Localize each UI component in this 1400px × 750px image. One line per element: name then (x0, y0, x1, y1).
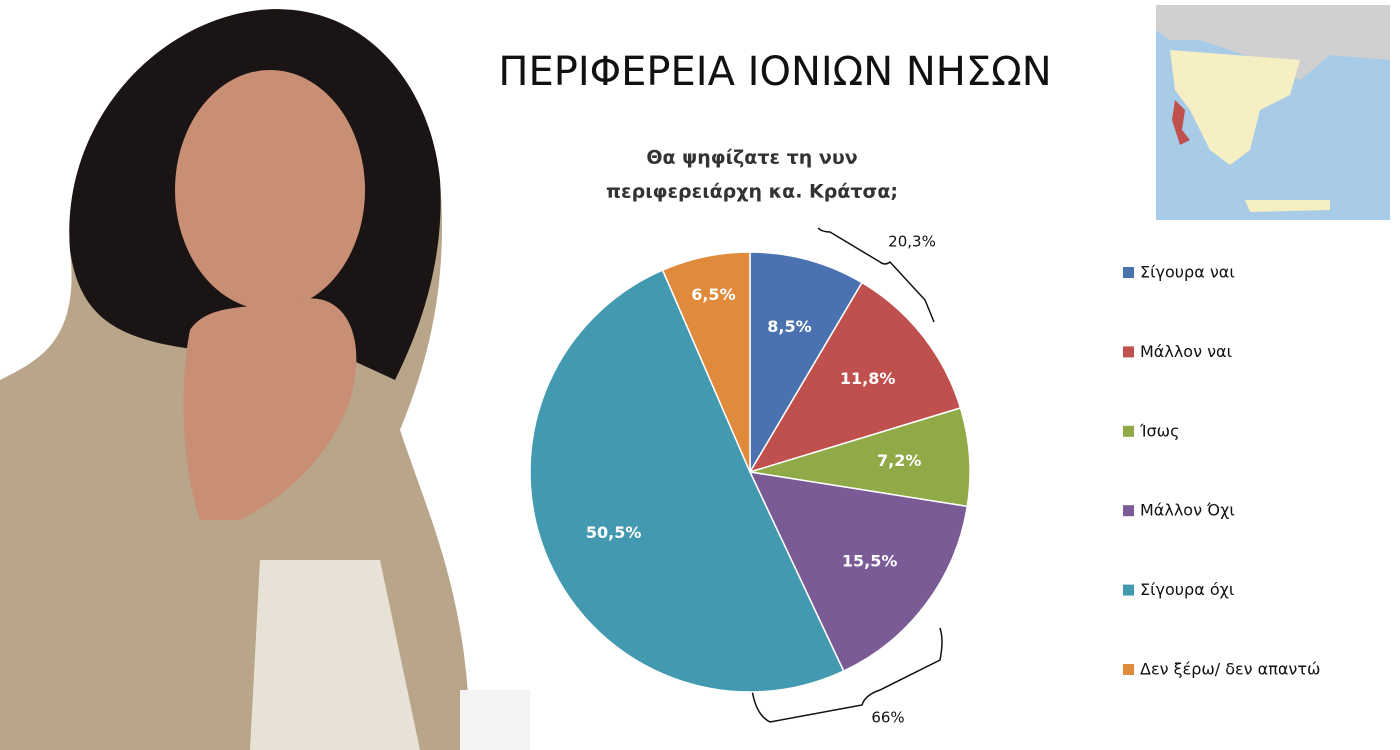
legend-label: Δεν ξέρω/ δεν απαντώ (1140, 660, 1320, 679)
photo (0, 9, 530, 750)
legend-label: Ίσως (1139, 421, 1179, 440)
pie-slice (748, 471, 969, 673)
legend-swatch (1123, 505, 1134, 517)
value-label: 11,8% (840, 369, 896, 388)
legend-swatch (1123, 664, 1134, 675)
pie-slice (748, 281, 962, 474)
legend-swatch (1123, 267, 1134, 278)
pie-slice (749, 407, 971, 508)
legend-swatch (1123, 346, 1134, 358)
chart-title: ΠΕΡΙΦΕΡΕΙΑ ΙΟΝΙΩΝ ΝΗΣΩΝ (498, 49, 1051, 95)
legend-label: Μάλλον Όχι (1140, 501, 1235, 520)
legend-label: Σίγουρα ναι (1140, 263, 1235, 282)
map (1156, 5, 1390, 220)
bracket (817, 227, 935, 323)
legend-swatch (1123, 425, 1134, 437)
legend-label: Σίγουρα όχι (1140, 580, 1234, 599)
chart-subtitle: Θα ψηφίζατε τη νυν (646, 147, 857, 169)
value-label: 7,2% (877, 451, 921, 470)
annotation: 20,3% (888, 233, 936, 251)
value-label: 15,5% (842, 551, 898, 570)
value-label: 8,5% (767, 317, 811, 336)
chart-subtitle: περιφερειάρχη κα. Κράτσα; (606, 181, 898, 203)
value-label: 50,5% (586, 523, 642, 542)
annotation: 66% (871, 709, 904, 727)
pie-slice (661, 251, 751, 473)
value-label: 6,5% (691, 285, 735, 304)
pie-slice (749, 251, 864, 475)
legend-swatch (1123, 584, 1134, 596)
bracket (751, 627, 943, 723)
pie-slice (529, 269, 845, 693)
legend-label: Μάλλον ναι (1140, 342, 1232, 361)
